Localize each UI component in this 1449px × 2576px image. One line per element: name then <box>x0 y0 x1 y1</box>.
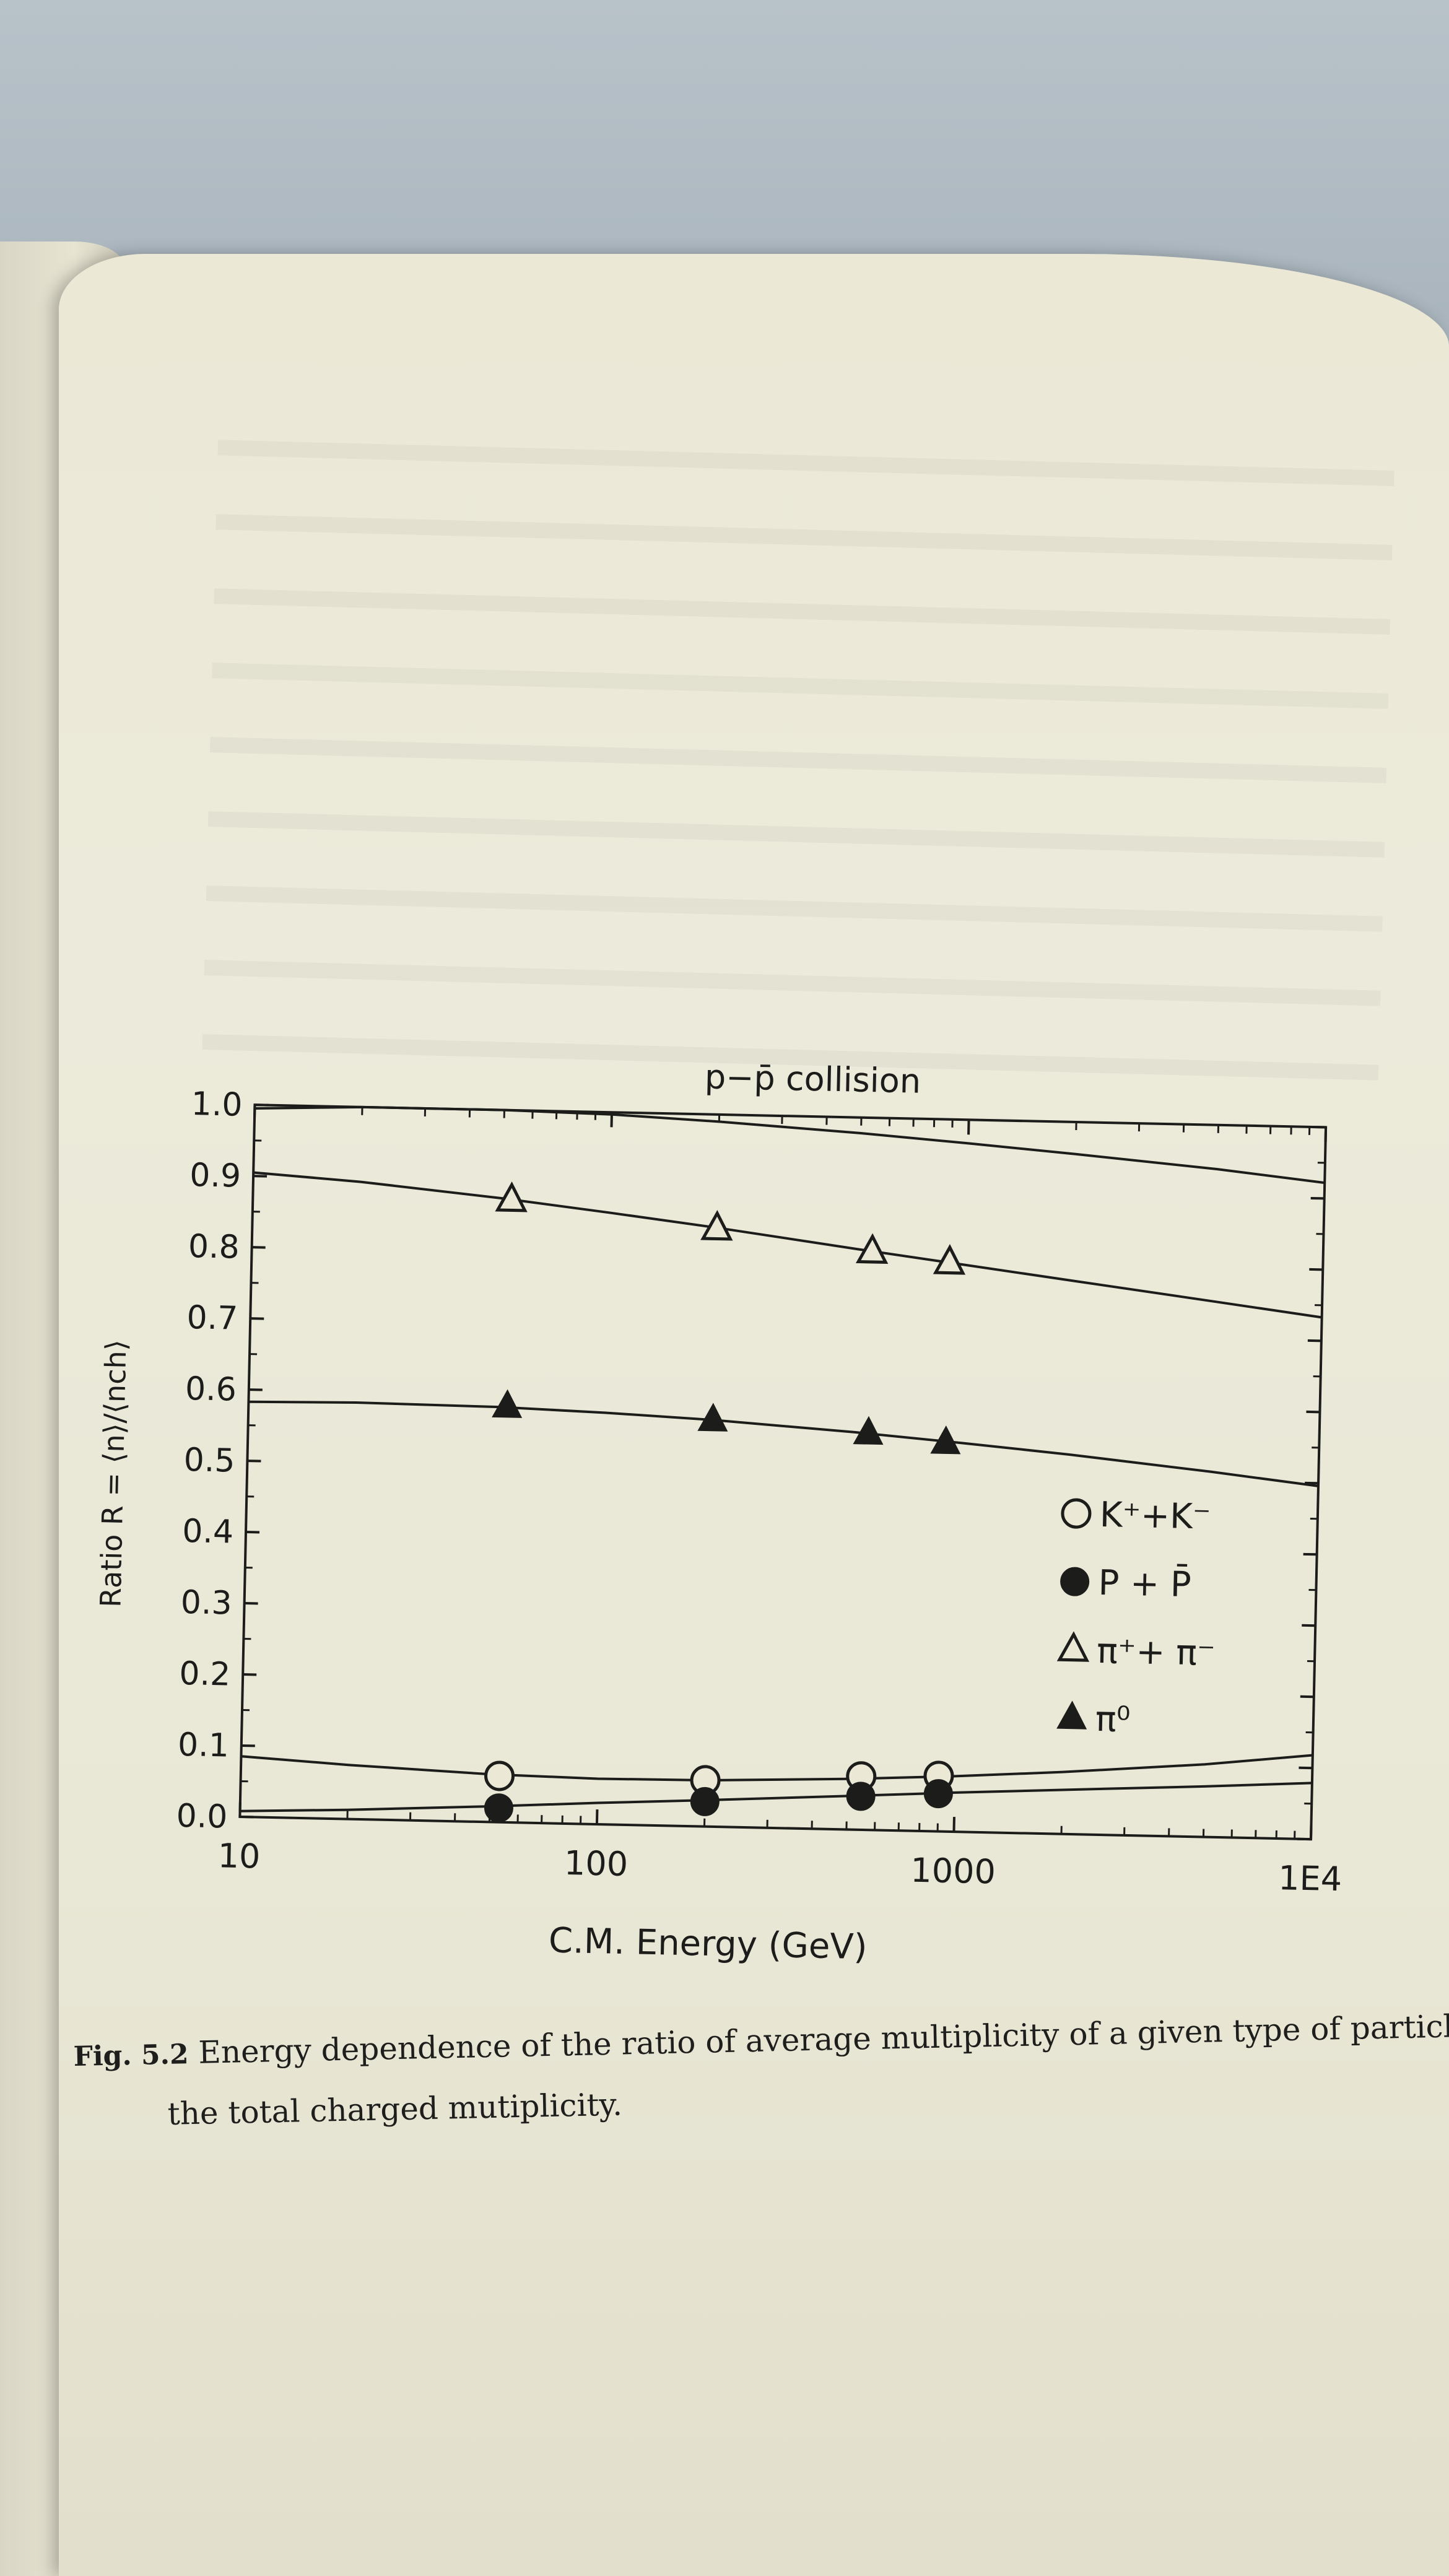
legend-marker <box>1060 1567 1090 1596</box>
y-tick-label: 0.3 <box>180 1584 232 1622</box>
y-tick-label: 0.7 <box>186 1299 238 1338</box>
data-point <box>697 1403 728 1432</box>
data-point <box>484 1793 513 1823</box>
data-point <box>846 1782 876 1811</box>
y-tick-label: 0.2 <box>179 1655 231 1694</box>
fit-curve <box>253 1171 1322 1319</box>
legend-marker <box>1061 1498 1092 1529</box>
x-tick-label: 100 <box>564 1843 628 1884</box>
plot-frame <box>238 1103 1328 1841</box>
fit-curve <box>240 1782 1312 1812</box>
x-tick <box>595 1809 599 1825</box>
data-point <box>853 1416 884 1445</box>
y-axis: 0.0 0.1 0.2 0.3 0.4 0.5 0.6 0.7 0.8 0.9 1.0 <box>176 1086 1326 1841</box>
data-point <box>855 1233 889 1264</box>
fit-curves <box>240 1105 1325 1812</box>
legend-label: π⁰ <box>1095 1699 1131 1740</box>
fit-curve <box>248 1400 1319 1487</box>
upper-curve <box>255 1105 1325 1185</box>
data-point <box>690 1786 720 1816</box>
y-tick-label: 1.0 <box>191 1086 243 1124</box>
data-point <box>923 1779 953 1809</box>
data-point <box>930 1425 961 1455</box>
y-tick-label: 0.8 <box>188 1228 240 1266</box>
y-tick-label: 0.6 <box>185 1370 237 1409</box>
y-tick-label: 0.0 <box>176 1798 228 1836</box>
data-point <box>484 1760 515 1791</box>
x-tick <box>1310 1824 1313 1840</box>
x-axis: 10 100 1000 1E4 <box>217 1105 1342 1899</box>
y-tick-label: 0.9 <box>189 1157 242 1195</box>
legend: K⁺+K⁻ P + P̄ π⁺+ π⁻ π⁰ <box>1056 1495 1216 1740</box>
y-tick-label: 0.5 <box>183 1442 235 1480</box>
data-point <box>492 1389 523 1418</box>
x-tick-label: 1E4 <box>1278 1858 1342 1899</box>
legend-label: K⁺+K⁻ <box>1099 1495 1211 1538</box>
y-axis-label: Ratio R = ⟨n⟩/⟨nch⟩ <box>94 1339 133 1608</box>
book-page <box>59 254 1449 2576</box>
x-tick-label: 10 <box>217 1836 261 1876</box>
legend-label: P + P̄ <box>1098 1563 1191 1605</box>
legend-marker <box>1056 1631 1090 1662</box>
legend-label: π⁺+ π⁻ <box>1097 1631 1216 1674</box>
data-point <box>700 1210 733 1241</box>
x-tick-label: 1000 <box>910 1851 996 1892</box>
y-tick-label: 0.4 <box>182 1513 234 1551</box>
chart-title: p−p̄ collision <box>704 1057 921 1100</box>
data-point <box>933 1244 966 1275</box>
y-tick-label: 0.1 <box>177 1726 229 1765</box>
fit-curve <box>241 1754 1313 1782</box>
x-tick-top <box>967 1120 970 1135</box>
legend-marker <box>1056 1700 1087 1730</box>
x-axis-label: C.M. Energy (GeV) <box>548 1920 868 1967</box>
data-point <box>495 1181 528 1212</box>
data-markers <box>484 1181 966 1823</box>
caption-label: Fig. 5.2 <box>73 2039 189 2073</box>
